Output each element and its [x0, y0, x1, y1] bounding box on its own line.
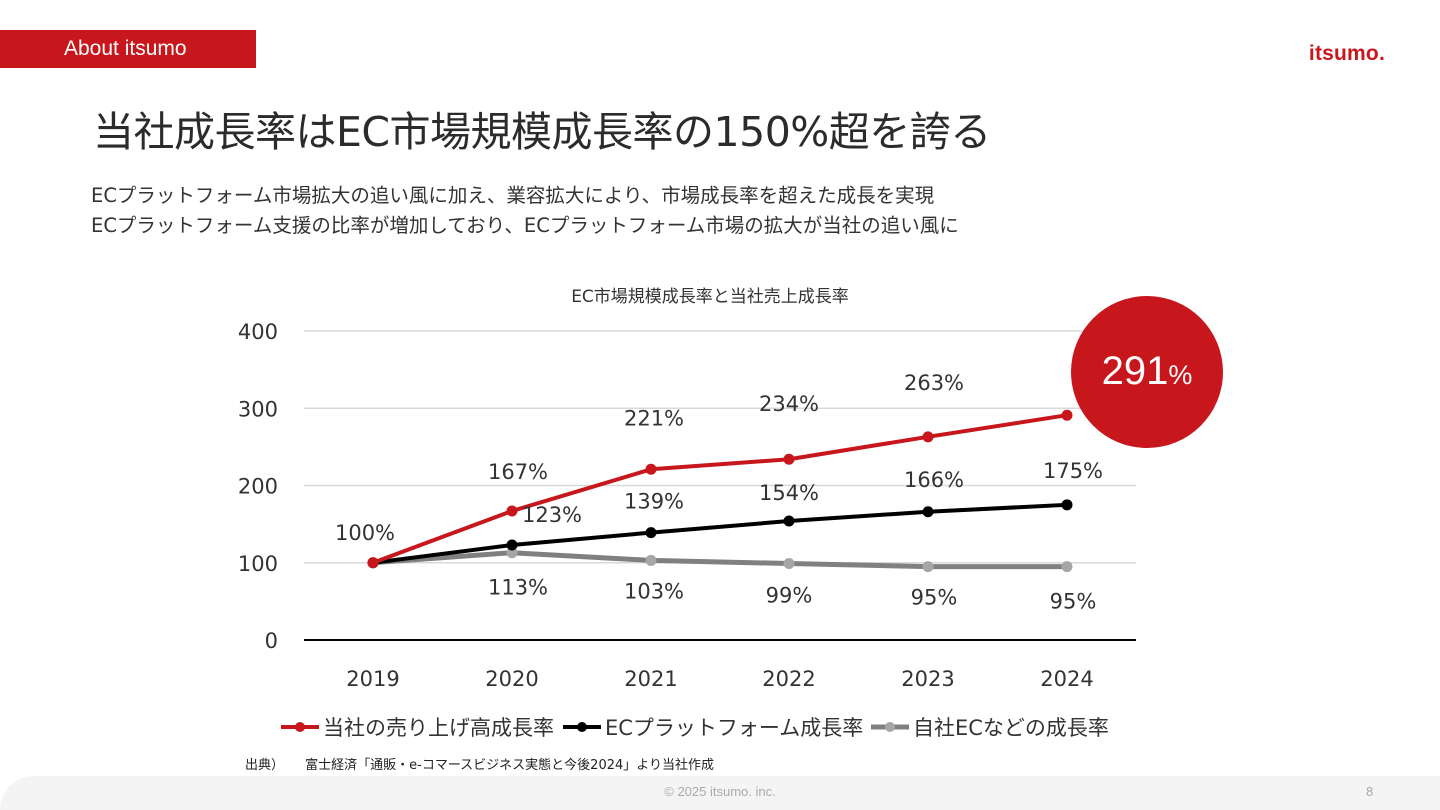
legend-label: 自社ECなどの成長率	[913, 716, 1109, 740]
x-tick-label: 2019	[346, 667, 399, 691]
footer-bar	[0, 776, 1440, 810]
x-tick-label: 2023	[901, 667, 954, 691]
x-tick-label: 2022	[762, 667, 815, 691]
data-label: 234%	[759, 392, 819, 416]
series-1-point	[922, 431, 934, 443]
series-3-point	[506, 547, 518, 559]
source-label: 出典）	[245, 758, 285, 773]
x-tick-label: 2024	[1040, 667, 1093, 691]
data-label: 103%	[624, 579, 684, 603]
x-tick-label: 2020	[485, 667, 538, 691]
series-2-point	[506, 539, 518, 551]
data-label: 113%	[488, 576, 548, 600]
brand-logo: itsumo.	[1308, 42, 1385, 65]
data-label: 100%	[335, 521, 395, 545]
y-tick-label: 100	[238, 552, 278, 576]
data-label: 221%	[624, 406, 684, 430]
series-line-2	[372, 502, 1068, 565]
y-tick-label: 300	[238, 397, 278, 421]
data-label: 175%	[1043, 459, 1103, 483]
legend-swatch-marker	[295, 722, 305, 732]
page-title: 当社成長率はEC市場規模成長率の150%超を誇る	[93, 108, 991, 156]
series-3-point	[783, 558, 795, 570]
legend-label: ECプラットフォーム成長率	[605, 716, 863, 740]
series-2-point	[645, 527, 657, 539]
series-1-point	[783, 453, 795, 465]
data-label: 139%	[624, 490, 684, 514]
series-2-point	[783, 515, 795, 527]
series-line-3	[372, 550, 1067, 570]
series-3-point	[645, 554, 657, 566]
page-number: 8	[1366, 784, 1374, 799]
data-label: 95%	[1050, 590, 1097, 614]
legend-swatch-marker	[577, 722, 587, 732]
data-label: 99%	[766, 584, 813, 608]
series-1-point	[367, 557, 379, 569]
data-label: 166%	[904, 468, 964, 492]
legend-swatch-marker	[885, 722, 895, 732]
highlight-circle	[1071, 296, 1223, 448]
x-tick-label: 2021	[624, 667, 677, 691]
series-3-point	[922, 561, 934, 573]
series-1-point	[506, 505, 518, 517]
series-3-point	[1061, 561, 1073, 573]
y-tick-label: 0	[265, 629, 278, 653]
series-1-point	[645, 463, 657, 475]
series-2-point	[1061, 499, 1073, 511]
series-line-1	[372, 413, 1068, 565]
subtitle-line-1: ECプラットフォーム市場拡大の追い風に加え、業容拡大により、市場成長率を超えた成…	[91, 184, 935, 207]
data-label: 95%	[911, 586, 958, 610]
y-tick-label: 400	[238, 320, 278, 344]
chart-title: EC市場規模成長率と当社売上成長率	[571, 287, 849, 307]
data-label: 123%	[522, 503, 582, 527]
series-2-point	[922, 506, 934, 518]
source-text: 富士経済「通販・e-コマースビジネス実態と今後2024」より当社作成	[305, 758, 715, 773]
data-label: 263%	[904, 371, 964, 395]
data-label: 167%	[488, 460, 548, 484]
legend-label: 当社の売り上げ高成長率	[323, 716, 554, 740]
footer-copyright: © 2025 itsumo. inc.	[664, 784, 776, 799]
subtitle-line-2: ECプラットフォーム支援の比率が増加しており、ECプラットフォーム市場の拡大が当…	[91, 214, 959, 237]
data-label: 154%	[759, 481, 819, 505]
series-1-point	[1061, 409, 1073, 421]
section-tag: About itsumo	[0, 30, 256, 68]
y-tick-label: 200	[238, 475, 278, 499]
source-note: 出典） 富士経済「通販・e-コマースビジネス実態と今後2024」より当社作成	[245, 754, 714, 773]
